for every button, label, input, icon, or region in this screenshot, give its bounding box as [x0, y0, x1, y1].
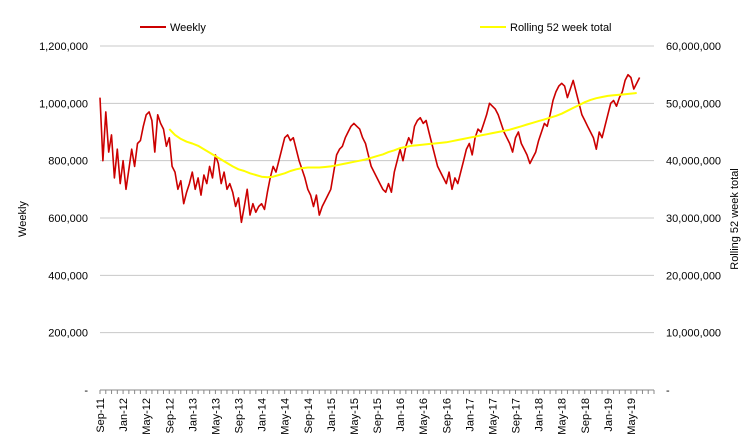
- left-axis-ticks: - 200,000 400,000 600,000 800,000 1,000,000 1,…: [39, 41, 88, 397]
- x-tick-label: Sep-17: [511, 398, 523, 433]
- legend-label-weekly: Weekly: [170, 22, 206, 34]
- series-layer: [99, 73, 641, 224]
- right-tick-label: 30,000,000: [666, 213, 721, 225]
- left-axis-title: Weekly: [17, 201, 29, 237]
- legend-label-rolling: Rolling 52 week total: [510, 22, 612, 34]
- x-tick-label: Sep-18: [580, 398, 592, 433]
- x-tick-label: Sep-14: [303, 398, 315, 433]
- left-tick-label: 1,000,000: [39, 98, 88, 110]
- x-tick-label: May-15: [349, 398, 361, 435]
- x-axis-ticks: Sep-11 Jan-12 May-12 Sep-12 Jan-13 May-13 Sep-…: [95, 390, 655, 435]
- x-tick-label: Jan-13: [187, 398, 199, 432]
- right-axis-title: Rolling 52 week total: [729, 168, 741, 270]
- x-tick-label: May-17: [487, 398, 499, 435]
- series-line-rolling-52-week-total: [168, 92, 637, 179]
- x-tick-label: May-16: [418, 398, 430, 435]
- legend: Weekly Rolling 52 week total: [140, 22, 612, 34]
- x-tick-label: Jan-12: [118, 398, 130, 432]
- series-line-weekly: [99, 73, 641, 224]
- right-axis-ticks: - 10,000,000 20,000,000 30,000,000 40,000,00…: [666, 41, 721, 397]
- right-tick-label: 60,000,000: [666, 41, 721, 53]
- x-tick-label: Jan-18: [534, 398, 546, 432]
- x-tick-label: Jan-19: [603, 398, 615, 432]
- x-tick-label: May-14: [280, 398, 292, 435]
- x-tick-label: Sep-16: [441, 398, 453, 433]
- right-tick-label: 40,000,000: [666, 156, 721, 168]
- x-tick-label: Sep-15: [372, 398, 384, 433]
- x-tick-label: Sep-13: [234, 398, 246, 433]
- left-tick-label: 400,000: [48, 270, 88, 282]
- left-tick-label: 600,000: [48, 213, 88, 225]
- x-tick-label: May-19: [626, 398, 638, 435]
- x-tick-label: Jan-17: [464, 398, 476, 432]
- x-tick-label: May-18: [557, 398, 569, 435]
- x-tick-label: Sep-12: [164, 398, 176, 433]
- x-tick-label: May-13: [210, 398, 222, 435]
- left-tick-label: 1,200,000: [39, 41, 88, 53]
- left-tick-label: 800,000: [48, 156, 88, 168]
- right-tick-label: -: [666, 385, 670, 397]
- right-tick-label: 10,000,000: [666, 328, 721, 340]
- x-tick-label: Sep-11: [95, 398, 107, 433]
- right-tick-label: 20,000,000: [666, 270, 721, 282]
- gridlines: [100, 45, 654, 334]
- left-tick-label: -: [84, 385, 88, 397]
- x-tick-label: Jan-14: [257, 398, 269, 432]
- x-tick-label: Jan-15: [326, 398, 338, 432]
- right-tick-label: 50,000,000: [666, 98, 721, 110]
- x-tick-label: Jan-16: [395, 398, 407, 432]
- x-tick-label: May-12: [141, 398, 153, 435]
- left-tick-label: 200,000: [48, 328, 88, 340]
